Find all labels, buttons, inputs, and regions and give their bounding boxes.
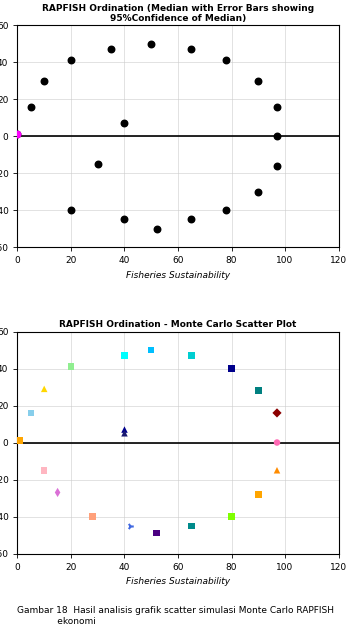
Title: RAPFISH Ordination (Median with Error Bars showing
95%Confidence of Median): RAPFISH Ordination (Median with Error Ba…: [42, 4, 314, 23]
Point: [42, 384, 47, 394]
Point: [255, 386, 261, 396]
Point: [28, 408, 34, 418]
Point: [188, 350, 194, 360]
Point: [95, 159, 101, 169]
Point: [122, 118, 127, 128]
Point: [108, 44, 114, 54]
Point: [42, 465, 47, 476]
Point: [223, 205, 229, 215]
Point: [15, 130, 20, 140]
Point: [154, 528, 159, 538]
Point: [28, 101, 34, 111]
Point: [15, 130, 20, 140]
Text: Gambar 18  Hasil analisis grafik scatter simulasi Monte Carlo RAPFISH
          : Gambar 18 Hasil analisis grafik scatter …: [17, 606, 334, 626]
Point: [68, 55, 74, 65]
Title: RAPFISH Ordination - Monte Carlo Scatter Plot: RAPFISH Ordination - Monte Carlo Scatter…: [59, 320, 297, 330]
Point: [90, 511, 95, 521]
Point: [68, 205, 74, 215]
Point: [122, 214, 127, 225]
Point: [188, 44, 194, 54]
X-axis label: Fisheries Sustainability: Fisheries Sustainability: [126, 270, 230, 280]
Point: [274, 408, 280, 418]
Point: [127, 521, 133, 531]
Point: [274, 131, 280, 141]
Point: [274, 465, 280, 476]
Point: [188, 214, 194, 225]
Point: [229, 511, 234, 521]
Point: [255, 489, 261, 499]
Point: [154, 224, 159, 234]
Point: [122, 428, 127, 438]
Point: [122, 425, 127, 435]
Point: [148, 345, 154, 355]
Point: [55, 487, 60, 498]
Point: [42, 75, 47, 86]
Point: [122, 350, 127, 360]
Point: [274, 161, 280, 171]
Point: [223, 55, 229, 65]
Point: [255, 187, 261, 197]
Point: [17, 436, 23, 446]
X-axis label: Fisheries Sustainability: Fisheries Sustainability: [126, 577, 230, 586]
Point: [274, 438, 280, 448]
Point: [229, 364, 234, 374]
Point: [274, 101, 280, 111]
Point: [148, 38, 154, 48]
Point: [68, 362, 74, 372]
Point: [255, 75, 261, 86]
Point: [188, 521, 194, 531]
